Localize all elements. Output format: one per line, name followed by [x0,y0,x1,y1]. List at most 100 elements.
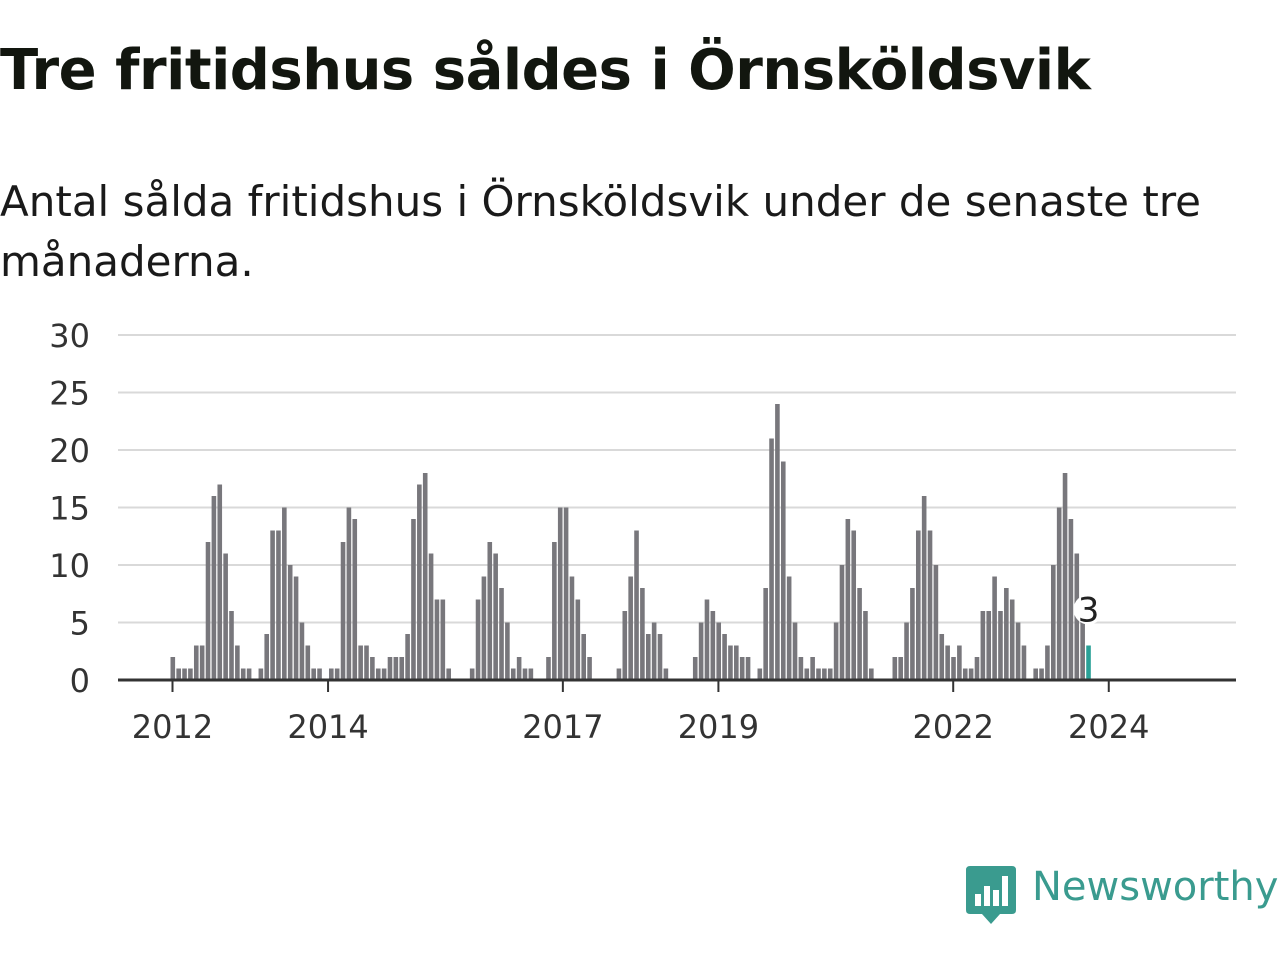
bar [446,668,451,680]
bar [939,634,945,680]
bar [722,634,727,680]
bar [340,542,346,680]
highlight-label-bg [1073,594,1104,625]
bar [645,634,651,680]
bar [176,668,181,680]
bar [763,588,768,680]
bar [199,645,205,680]
bar [869,668,874,680]
bar [546,657,551,680]
bar [516,657,522,680]
bar [334,668,340,680]
bar [663,668,669,680]
x-tick-label: 2024 [1068,708,1149,746]
bar [927,530,933,680]
bar [951,657,956,680]
bar [305,645,311,680]
bar [505,622,510,680]
bar [510,668,516,680]
bar [857,588,862,680]
y-tick-label: 15 [49,490,90,528]
y-tick-label: 30 [49,317,90,355]
bar [745,657,751,680]
bar [387,657,393,680]
bar [211,496,217,680]
bar [557,507,563,680]
bar [399,657,405,680]
bar [182,668,187,680]
bar [839,565,845,680]
x-tick-label: 2022 [912,708,993,746]
bar [170,657,176,680]
y-tick-label: 10 [49,547,90,585]
newsworthy-logo-icon [966,866,1016,924]
bar [370,657,375,680]
bar [552,542,557,680]
bar [739,657,745,680]
bar [581,634,586,680]
bar [293,576,299,680]
chart-title: Tre fritidshus såldes i Örnsköldsvik [0,38,1091,103]
bar [205,542,211,680]
bar [692,657,698,680]
bar [375,668,381,680]
bar [657,634,663,680]
bar [933,565,939,680]
bar [616,668,622,680]
bar [217,484,223,680]
bar [1080,611,1085,680]
bar [786,576,792,680]
bar [780,461,786,680]
bar [957,645,962,680]
bar [1045,645,1050,680]
bar [235,645,240,680]
bar [980,611,986,680]
bar [769,438,774,680]
bar [346,507,352,680]
bar [522,668,528,680]
bar [651,622,657,680]
bar [1015,622,1021,680]
bar [816,668,821,680]
bar [469,668,475,680]
bar [798,657,804,680]
x-tick-label: 2014 [287,708,368,746]
chart-subtitle: Antal sålda fritidshus i Örnsköldsvik un… [0,177,1201,286]
bar [974,657,980,680]
bar [622,611,628,680]
highlight-value-label: 3 [1078,591,1100,631]
bar [634,530,639,680]
bar [434,599,440,680]
x-tick-label: 2019 [678,708,759,746]
bar [640,588,645,680]
bar [528,668,534,680]
bar [904,622,909,680]
bar [1033,668,1038,680]
bar [287,565,293,680]
y-tick-label: 25 [49,375,90,413]
bar [481,576,487,680]
bar [193,645,199,680]
bar [475,599,481,680]
bar [569,576,575,680]
bar [628,576,633,680]
bar [499,588,504,680]
bar [945,645,950,680]
x-tick-label: 2017 [522,708,603,746]
bar [328,668,334,680]
bar-highlight [1086,645,1091,680]
bar [493,553,498,680]
bar [352,519,358,680]
bar [921,496,927,680]
x-tick-label: 2012 [132,708,213,746]
y-tick-label: 0 [70,662,90,700]
bar [188,668,193,680]
bar [863,611,868,680]
bar [417,484,422,680]
bar [968,668,974,680]
bar [1021,645,1027,680]
bar [405,634,410,680]
bar [240,668,246,680]
bar [282,507,287,680]
bar [1051,565,1056,680]
